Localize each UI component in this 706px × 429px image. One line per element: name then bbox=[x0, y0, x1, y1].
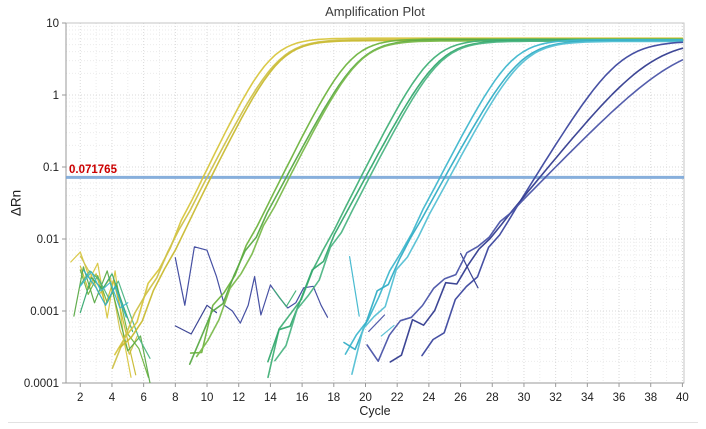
x-tick-label: 36 bbox=[613, 392, 626, 404]
baseline-noise-trace[interactable] bbox=[368, 314, 386, 332]
x-tick-label: 16 bbox=[296, 392, 309, 404]
baseline-noise-trace[interactable] bbox=[273, 288, 297, 308]
x-axis-label: Cycle bbox=[359, 404, 391, 418]
amplification-curve[interactable] bbox=[267, 39, 684, 363]
amplification-curve[interactable] bbox=[389, 47, 684, 363]
amplification-curve[interactable] bbox=[344, 39, 684, 355]
x-tick-label: 22 bbox=[391, 392, 404, 404]
x-tick-label: 2 bbox=[77, 392, 83, 404]
x-tick-label: 6 bbox=[140, 392, 146, 404]
plot-border bbox=[65, 22, 685, 384]
y-tick-label: 0.001 bbox=[30, 306, 59, 318]
x-tick-label: 8 bbox=[172, 392, 178, 404]
x-tick-label: 14 bbox=[264, 392, 277, 404]
baseline-noise-trace[interactable] bbox=[82, 269, 127, 318]
x-tick-label: 18 bbox=[327, 392, 340, 404]
x-tick-label: 4 bbox=[109, 392, 116, 404]
x-tick-label: 32 bbox=[549, 392, 562, 404]
y-tick-label: 0.1 bbox=[43, 162, 59, 174]
y-axis-label: ΔRn bbox=[8, 189, 24, 217]
x-tick-label: 34 bbox=[581, 392, 594, 404]
amplification-curve[interactable] bbox=[119, 39, 684, 349]
panel-bottom-border bbox=[8, 422, 698, 423]
axis-ticks: 2 4 6 8 10 12 14 16 18 20 22 24 26 28 30 32 34 36 38 401010… bbox=[24, 18, 689, 404]
chart-title: Amplification Plot bbox=[325, 4, 425, 19]
baseline-noise-trace[interactable] bbox=[380, 324, 395, 337]
baseline-noise-trace[interactable] bbox=[79, 271, 129, 309]
x-tick-label: 28 bbox=[486, 392, 499, 404]
amplification-curve[interactable] bbox=[366, 59, 684, 362]
grid bbox=[66, 23, 684, 383]
baseline-noise-trace[interactable] bbox=[79, 273, 134, 332]
x-tick-label: 24 bbox=[422, 392, 435, 404]
baseline-noise-trace[interactable] bbox=[349, 256, 360, 317]
y-tick-label: 0.01 bbox=[37, 234, 59, 246]
x-tick-label: 10 bbox=[201, 392, 214, 404]
x-tick-label: 30 bbox=[518, 392, 531, 404]
amplification-curve[interactable] bbox=[421, 41, 684, 357]
x-tick-label: 20 bbox=[359, 392, 372, 404]
y-tick-label: 1 bbox=[53, 90, 59, 102]
y-tick-label: 0.0001 bbox=[24, 378, 59, 390]
x-tick-label: 38 bbox=[644, 392, 657, 404]
threshold-value-label: 0.071765 bbox=[69, 164, 117, 176]
baseline-noise-trace[interactable] bbox=[79, 255, 138, 355]
x-tick-label: 12 bbox=[232, 392, 245, 404]
baseline-noise-trace[interactable] bbox=[174, 246, 329, 324]
amplification-curve[interactable] bbox=[351, 40, 684, 375]
x-tick-label: 26 bbox=[454, 392, 467, 404]
x-tick-label: 40 bbox=[676, 392, 689, 404]
amplification-curve[interactable] bbox=[195, 40, 684, 358]
y-tick-label: 10 bbox=[46, 18, 59, 30]
amplification-curve[interactable] bbox=[343, 39, 684, 351]
baseline-noise-trace[interactable] bbox=[174, 304, 218, 335]
